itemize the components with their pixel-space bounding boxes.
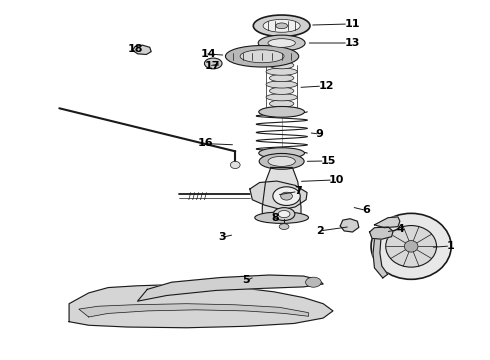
Ellipse shape bbox=[230, 161, 240, 168]
Ellipse shape bbox=[273, 208, 295, 221]
Ellipse shape bbox=[204, 58, 222, 69]
Text: 17: 17 bbox=[205, 61, 220, 71]
Text: 12: 12 bbox=[318, 81, 334, 91]
Ellipse shape bbox=[255, 212, 309, 224]
Text: 18: 18 bbox=[128, 45, 143, 54]
Ellipse shape bbox=[273, 187, 300, 206]
Polygon shape bbox=[369, 227, 393, 239]
Ellipse shape bbox=[240, 50, 284, 63]
Ellipse shape bbox=[306, 277, 321, 287]
Text: 6: 6 bbox=[362, 206, 370, 216]
Polygon shape bbox=[69, 285, 333, 328]
Polygon shape bbox=[262, 167, 301, 221]
Ellipse shape bbox=[386, 226, 437, 267]
Text: 3: 3 bbox=[218, 232, 226, 242]
Text: 11: 11 bbox=[344, 19, 360, 29]
Polygon shape bbox=[133, 45, 151, 54]
Polygon shape bbox=[250, 181, 307, 210]
Ellipse shape bbox=[268, 39, 295, 47]
Text: 16: 16 bbox=[197, 139, 213, 148]
Ellipse shape bbox=[266, 68, 297, 75]
Text: 4: 4 bbox=[396, 224, 404, 234]
Ellipse shape bbox=[276, 23, 288, 29]
Text: 8: 8 bbox=[272, 213, 280, 223]
Polygon shape bbox=[138, 275, 323, 301]
Text: 7: 7 bbox=[294, 186, 302, 197]
Ellipse shape bbox=[259, 107, 304, 117]
Ellipse shape bbox=[278, 211, 290, 218]
Polygon shape bbox=[79, 304, 309, 317]
Text: 10: 10 bbox=[329, 175, 344, 185]
Ellipse shape bbox=[225, 45, 299, 67]
Text: 13: 13 bbox=[344, 38, 360, 48]
Ellipse shape bbox=[266, 107, 297, 114]
Ellipse shape bbox=[281, 192, 293, 200]
Ellipse shape bbox=[258, 35, 305, 51]
Ellipse shape bbox=[268, 156, 295, 166]
Ellipse shape bbox=[371, 213, 451, 279]
Polygon shape bbox=[373, 220, 392, 278]
Ellipse shape bbox=[263, 19, 300, 32]
Ellipse shape bbox=[259, 148, 304, 158]
Ellipse shape bbox=[270, 87, 294, 94]
Text: 9: 9 bbox=[316, 129, 324, 139]
Ellipse shape bbox=[266, 81, 297, 88]
Text: 5: 5 bbox=[243, 275, 250, 285]
Ellipse shape bbox=[270, 62, 294, 69]
Text: 14: 14 bbox=[201, 49, 217, 59]
Ellipse shape bbox=[266, 94, 297, 101]
Polygon shape bbox=[374, 217, 400, 228]
Ellipse shape bbox=[270, 100, 294, 107]
Polygon shape bbox=[340, 219, 359, 232]
Text: 1: 1 bbox=[446, 241, 454, 251]
Ellipse shape bbox=[253, 15, 310, 37]
Ellipse shape bbox=[279, 224, 289, 229]
Ellipse shape bbox=[404, 240, 418, 252]
Ellipse shape bbox=[270, 75, 294, 82]
Ellipse shape bbox=[259, 153, 304, 169]
Text: 15: 15 bbox=[321, 156, 336, 166]
Text: 2: 2 bbox=[316, 226, 323, 236]
